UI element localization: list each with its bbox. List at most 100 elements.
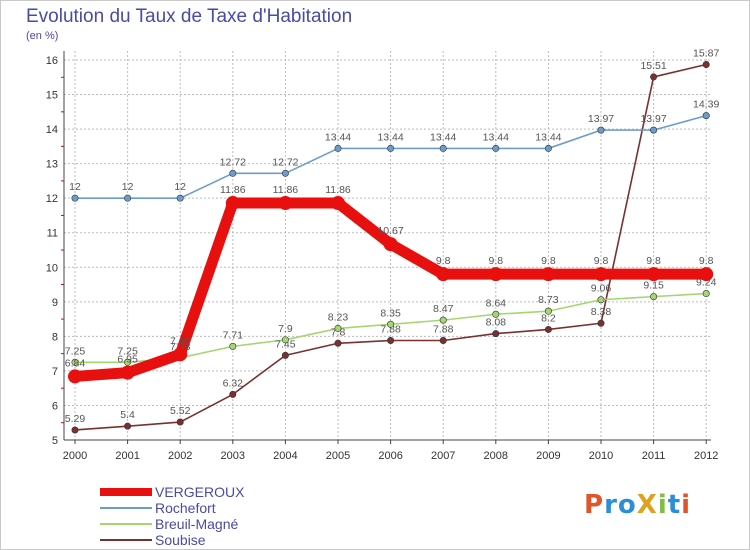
- data-label: 8.08: [486, 317, 507, 329]
- y-tick-label: 10: [46, 262, 58, 274]
- y-tick-label: 13: [46, 159, 58, 171]
- data-point: [646, 267, 661, 282]
- data-point: [71, 358, 79, 366]
- x-tick-label: 2004: [273, 450, 297, 462]
- data-label: 12: [69, 181, 81, 193]
- data-label: 9.8: [699, 255, 714, 267]
- data-label: 11.86: [220, 184, 246, 196]
- data-point: [436, 267, 451, 282]
- data-label: 15.87: [693, 47, 719, 59]
- data-point: [699, 267, 714, 282]
- logo-letter: P: [584, 490, 605, 520]
- data-label: 7.48: [170, 335, 191, 347]
- y-tick-label: 12: [46, 193, 58, 205]
- data-label: 9.8: [646, 255, 661, 267]
- logo-letter: i: [681, 490, 692, 520]
- data-point: [68, 369, 82, 384]
- logo-letter: X: [636, 490, 658, 520]
- data-point: [176, 418, 184, 426]
- data-point: [331, 196, 345, 211]
- data-point: [541, 267, 556, 282]
- data-point: [488, 267, 503, 282]
- logo-letter: r: [604, 490, 618, 520]
- x-tick-label: 2001: [115, 450, 139, 462]
- data-point: [229, 169, 237, 177]
- data-label: 12: [174, 181, 186, 193]
- data-point: [544, 144, 552, 152]
- data-point: [544, 325, 552, 333]
- data-point: [383, 237, 398, 252]
- data-point: [334, 144, 342, 152]
- y-tick-label: 16: [46, 55, 58, 67]
- data-point: [597, 296, 605, 304]
- data-point: [594, 267, 608, 282]
- data-point: [281, 351, 289, 359]
- data-point: [650, 126, 658, 134]
- legend-swatch-vergeroux: [100, 488, 152, 496]
- data-point: [387, 337, 395, 345]
- data-point: [439, 316, 447, 324]
- data-label: 6.32: [223, 377, 244, 389]
- x-tick-label: 2007: [431, 450, 455, 462]
- data-label: 6.95: [117, 354, 138, 366]
- data-point: [492, 144, 500, 152]
- data-point: [702, 60, 710, 68]
- data-label: 12.72: [220, 156, 246, 168]
- data-point: [225, 196, 240, 211]
- data-point: [702, 112, 710, 120]
- data-point: [439, 337, 447, 345]
- x-tick-label: 2006: [378, 450, 402, 462]
- data-label: 9.8: [594, 255, 609, 267]
- data-point: [173, 347, 188, 362]
- data-label: 8.35: [380, 307, 401, 319]
- y-tick-label: 6: [52, 400, 58, 412]
- data-point: [597, 319, 605, 327]
- x-tick-label: 2002: [168, 450, 192, 462]
- data-point: [120, 365, 135, 380]
- x-tick-label: 2000: [63, 450, 87, 462]
- y-tick-label: 11: [47, 228, 58, 240]
- y-tick-label: 7: [52, 366, 58, 378]
- chart-legend: VERGEROUX Rochefort Breuil-Magné Soubise: [100, 484, 350, 548]
- legend-swatch-breuil-magne: [100, 523, 152, 525]
- data-label: 9.8: [488, 255, 503, 267]
- data-point: [124, 422, 132, 430]
- data-label: 13.44: [483, 131, 509, 143]
- data-point: [71, 194, 79, 202]
- data-label: 5.29: [65, 413, 86, 425]
- data-label: 9.8: [541, 255, 556, 267]
- data-point: [544, 307, 552, 315]
- data-label: 6.84: [65, 357, 86, 369]
- legend-label: Breuil-Magné: [155, 516, 239, 532]
- data-label: 13.44: [430, 131, 456, 143]
- data-label: 13.44: [325, 131, 351, 143]
- data-label: 7.9: [278, 323, 293, 335]
- y-tick-label: 8: [52, 331, 58, 343]
- data-label: 8.47: [433, 303, 454, 315]
- data-label: 15.51: [640, 60, 666, 72]
- proxiti-logo[interactable]: ProXiti: [584, 490, 691, 520]
- data-label: 7.45: [275, 338, 296, 350]
- chart-subtitle: (en %): [26, 30, 59, 42]
- data-label: 8.2: [541, 312, 556, 324]
- x-tick-label: 2009: [536, 450, 560, 462]
- data-label: 12: [122, 181, 134, 193]
- data-label: 14.39: [693, 99, 719, 111]
- data-point: [702, 290, 710, 298]
- x-tick-label: 2012: [694, 450, 718, 462]
- data-label: 12.72: [272, 156, 298, 168]
- legend-label: Rochefort: [155, 500, 216, 516]
- y-tick-label: 15: [46, 90, 58, 102]
- data-point: [176, 194, 184, 202]
- data-point: [650, 73, 658, 81]
- data-point: [281, 336, 289, 344]
- data-point: [597, 126, 605, 134]
- data-label: 8.38: [591, 306, 612, 318]
- data-point: [492, 330, 500, 338]
- y-tick-label: 9: [52, 297, 58, 309]
- data-label: 7.25: [117, 345, 138, 357]
- data-point: [650, 293, 658, 301]
- data-label: 13.97: [640, 113, 666, 125]
- legend-item-rochefort: Rochefort: [100, 500, 350, 516]
- data-label: 7.8: [331, 326, 346, 338]
